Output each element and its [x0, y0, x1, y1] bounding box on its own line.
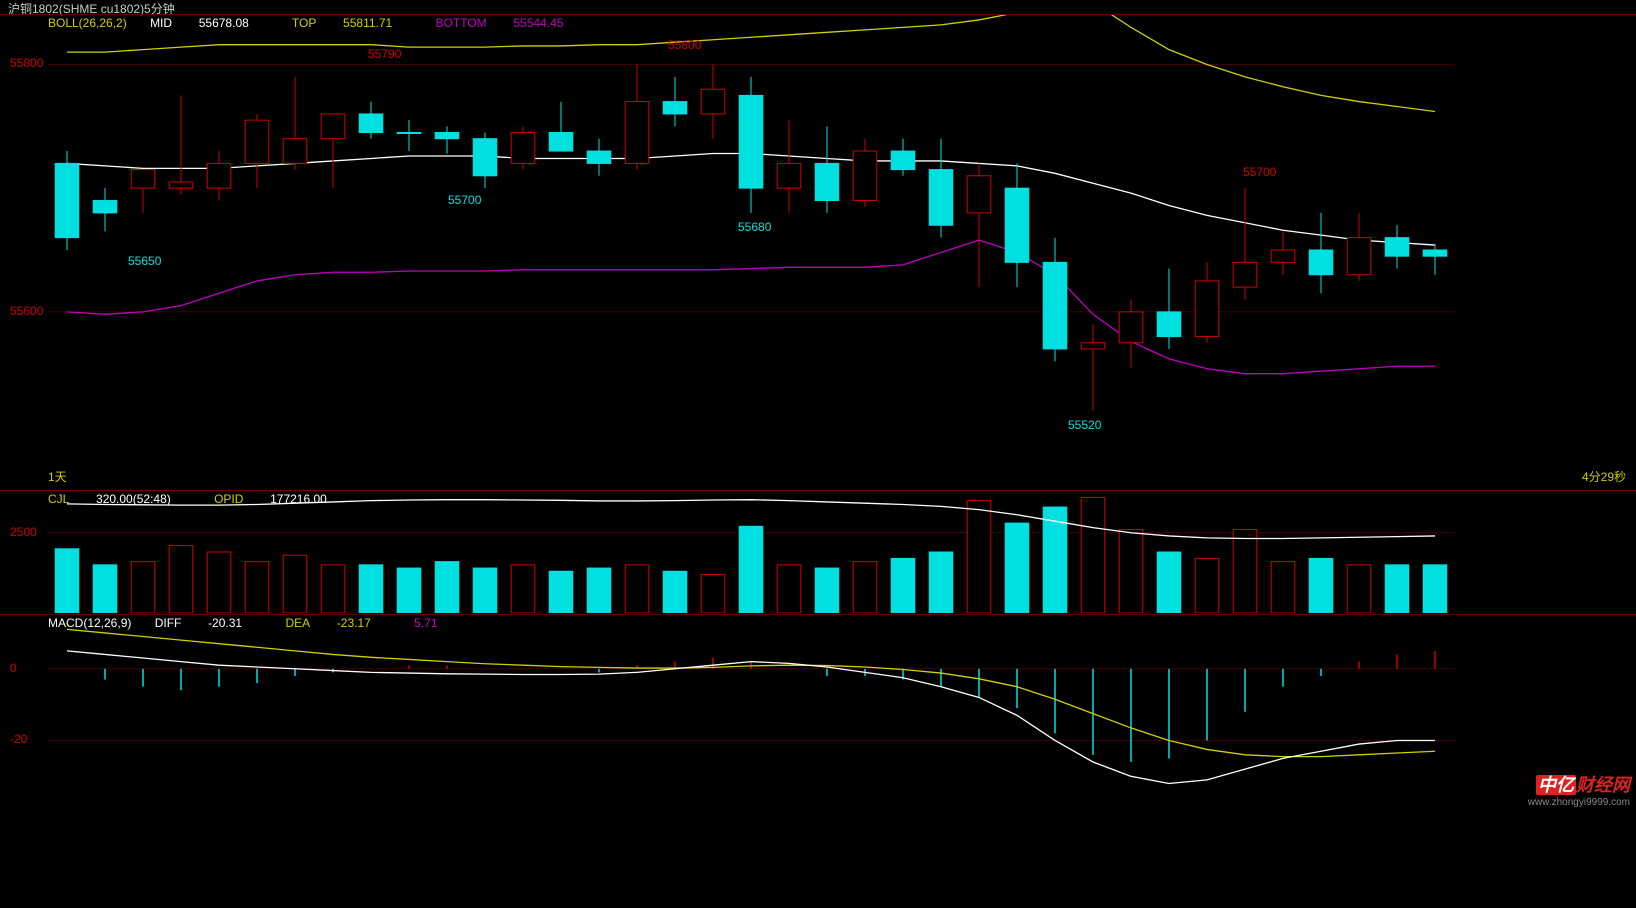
y-axis-label: -20: [10, 732, 27, 746]
y-axis-label: 2500: [10, 525, 37, 539]
y-axis-label: 55600: [10, 304, 43, 318]
macd-indicator-header: MACD(12,26,9) DIFF -20.31 DEA -23.17 5.7…: [48, 616, 458, 630]
y-axis-label: 55800: [10, 56, 43, 70]
y-axis-label: 0: [10, 661, 17, 675]
countdown-timer: 4分29秒: [1582, 468, 1626, 485]
boll-label: BOLL(26,26,2): [48, 16, 127, 30]
chart-container: { "title": "沪铜1802(SHME cu1802)5分钟", "la…: [0, 0, 1636, 908]
watermark: 中亿财经网 www.zhongyi9999.com: [1528, 771, 1630, 808]
timeframe-label: 1天: [48, 468, 67, 485]
cjl-indicator-header: CJL 320.00(52:48) OPID 177216.00: [48, 492, 367, 506]
volume-panel[interactable]: [0, 490, 1636, 612]
macd-panel[interactable]: [0, 614, 1636, 804]
price-panel[interactable]: [0, 14, 1636, 484]
boll-indicator-header: BOLL(26,26,2) MID 55678.08 TOP 55811.71 …: [48, 16, 603, 30]
